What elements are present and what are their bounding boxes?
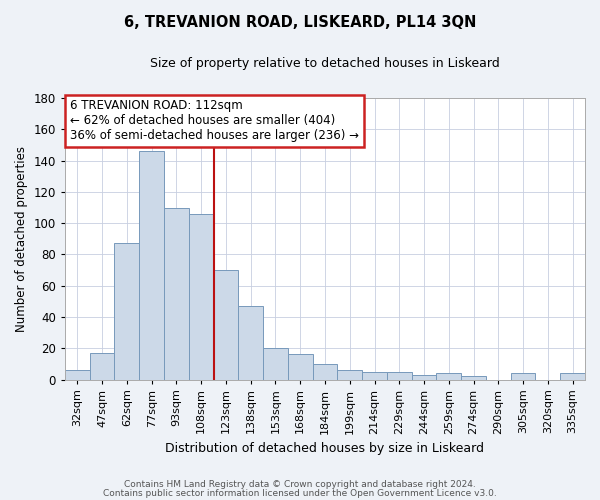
Text: Contains public sector information licensed under the Open Government Licence v3: Contains public sector information licen… xyxy=(103,488,497,498)
Bar xyxy=(461,376,486,380)
Y-axis label: Number of detached properties: Number of detached properties xyxy=(15,146,28,332)
Bar xyxy=(189,214,214,380)
Title: Size of property relative to detached houses in Liskeard: Size of property relative to detached ho… xyxy=(150,58,500,70)
Bar xyxy=(362,372,387,380)
Bar xyxy=(412,375,436,380)
Bar xyxy=(560,374,585,380)
Text: 6, TREVANION ROAD, LISKEARD, PL14 3QN: 6, TREVANION ROAD, LISKEARD, PL14 3QN xyxy=(124,15,476,30)
Bar xyxy=(313,364,337,380)
Bar xyxy=(164,208,189,380)
Text: 6 TREVANION ROAD: 112sqm
← 62% of detached houses are smaller (404)
36% of semi-: 6 TREVANION ROAD: 112sqm ← 62% of detach… xyxy=(70,100,359,142)
Bar xyxy=(214,270,238,380)
X-axis label: Distribution of detached houses by size in Liskeard: Distribution of detached houses by size … xyxy=(166,442,484,455)
Bar xyxy=(337,370,362,380)
Bar xyxy=(263,348,288,380)
Text: Contains HM Land Registry data © Crown copyright and database right 2024.: Contains HM Land Registry data © Crown c… xyxy=(124,480,476,489)
Bar xyxy=(139,151,164,380)
Bar xyxy=(115,244,139,380)
Bar xyxy=(511,374,535,380)
Bar xyxy=(436,374,461,380)
Bar xyxy=(238,306,263,380)
Bar xyxy=(65,370,90,380)
Bar xyxy=(387,372,412,380)
Bar xyxy=(288,354,313,380)
Bar xyxy=(90,353,115,380)
